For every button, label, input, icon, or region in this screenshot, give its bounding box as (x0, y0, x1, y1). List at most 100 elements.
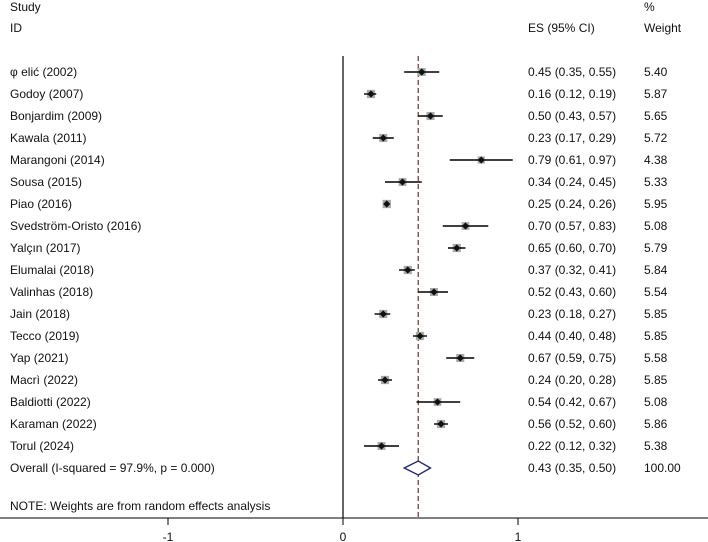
study-rows: φ elić (2002) 0.45 (0.35, 0.55) 5.40 Godoy … (10, 65, 668, 453)
study-name: Marangoni (2014) (10, 153, 105, 167)
study-es-ci: 0.56 (0.52, 0.60) (528, 417, 616, 431)
overall-diamond (402, 460, 432, 476)
study-es-ci: 0.67 (0.59, 0.75) (528, 351, 616, 365)
study-row: Piao (2016) 0.25 (0.24, 0.26) 5.95 (10, 197, 668, 211)
effect-marker (430, 288, 438, 296)
study-es-ci: 0.23 (0.17, 0.29) (528, 131, 616, 145)
study-weight: 5.58 (644, 351, 668, 365)
study-name: Svedström-Oristo (2016) (10, 219, 141, 233)
study-name: Torul (2024) (10, 439, 74, 453)
study-name: φ elić (2002) (10, 65, 77, 79)
effect-marker (381, 376, 389, 384)
study-weight: 5.08 (644, 395, 668, 409)
effect-marker (367, 90, 375, 98)
effect-marker (383, 200, 391, 208)
study-row: Tecco (2019) 0.44 (0.40, 0.48) 5.85 (10, 329, 668, 343)
study-weight: 5.65 (644, 109, 668, 123)
study-weight: 5.08 (644, 219, 668, 233)
study-weight: 5.79 (644, 241, 668, 255)
effect-marker (426, 112, 435, 120)
study-es-ci: 0.37 (0.32, 0.41) (528, 263, 616, 277)
effect-marker (404, 266, 412, 274)
study-es-ci: 0.54 (0.42, 0.67) (528, 395, 616, 409)
header-weight: Weight (644, 21, 682, 35)
study-row: Valinhas (2018) 0.52 (0.43, 0.60) 5.54 (10, 285, 668, 299)
study-row: Svedström-Oristo (2016) 0.70 (0.57, 0.83)… (10, 219, 668, 233)
study-name: Yap (2021) (10, 351, 68, 365)
x-tick-label: -1 (163, 530, 174, 542)
effect-marker (433, 398, 442, 406)
effect-marker (453, 244, 461, 252)
study-name: Piao (2016) (10, 197, 72, 211)
study-name: Jain (2018) (10, 307, 70, 321)
study-es-ci: 0.70 (0.57, 0.83) (528, 219, 616, 233)
study-es-ci: 0.16 (0.12, 0.19) (528, 87, 616, 101)
study-row: Jain (2018) 0.23 (0.18, 0.27) 5.85 (10, 307, 668, 321)
study-es-ci: 0.52 (0.43, 0.60) (528, 285, 616, 299)
study-weight: 5.38 (644, 439, 668, 453)
study-es-ci: 0.23 (0.18, 0.27) (528, 307, 616, 321)
study-weight: 5.84 (644, 263, 668, 277)
study-row: Yalçın (2017) 0.65 (0.60, 0.70) 5.79 (10, 241, 668, 255)
study-name: Yalçın (2017) (10, 241, 80, 255)
overall-label: Overall (I-squared = 97.9%, p = 0.000) (10, 461, 215, 475)
header-es: ES (95% CI) (528, 21, 595, 35)
study-weight: 5.85 (644, 373, 668, 387)
study-row: Karaman (2022) 0.56 (0.52, 0.60) 5.86 (10, 417, 668, 431)
study-es-ci: 0.79 (0.61, 0.97) (528, 153, 616, 167)
study-name: Karaman (2022) (10, 417, 97, 431)
x-tick-label: 1 (515, 530, 522, 542)
study-row: Elumalai (2018) 0.37 (0.32, 0.41) 5.84 (10, 263, 668, 277)
study-es-ci: 0.24 (0.20, 0.28) (528, 373, 616, 387)
study-row: φ elić (2002) 0.45 (0.35, 0.55) 5.40 (10, 65, 668, 79)
study-row: Baldiotti (2022) 0.54 (0.42, 0.67) 5.08 (10, 395, 668, 409)
effect-marker (379, 134, 387, 142)
study-name: Sousa (2015) (10, 175, 82, 189)
study-es-ci: 0.44 (0.40, 0.48) (528, 329, 616, 343)
study-weight: 4.38 (644, 153, 668, 167)
study-name: Kawala (2011) (10, 131, 87, 145)
study-row: Bonjardim (2009) 0.50 (0.43, 0.57) 5.65 (10, 109, 668, 123)
study-row: Sousa (2015) 0.34 (0.24, 0.45) 5.33 (10, 175, 668, 189)
study-name: Baldiotti (2022) (10, 395, 91, 409)
effect-marker (437, 420, 445, 428)
study-weight: 5.86 (644, 417, 668, 431)
overall-weight: 100.00 (644, 461, 681, 475)
effect-marker (416, 332, 424, 340)
study-weight: 5.54 (644, 285, 668, 299)
overall-es-ci: 0.43 (0.35, 0.50) (528, 461, 616, 475)
study-row: Macrì (2022) 0.24 (0.20, 0.28) 5.85 (10, 373, 668, 387)
study-weight: 5.40 (644, 65, 668, 79)
effect-marker (398, 178, 407, 186)
study-name: Elumalai (2018) (10, 263, 94, 277)
study-weight: 5.87 (644, 87, 668, 101)
study-name: Bonjardim (2009) (10, 109, 102, 123)
overall-row: Overall (I-squared = 97.9%, p = 0.000) 0.… (10, 460, 681, 476)
study-weight: 5.85 (644, 307, 668, 321)
header-pct: % (644, 0, 655, 14)
effect-marker (418, 68, 426, 76)
study-row: Torul (2024) 0.22 (0.12, 0.32) 5.38 (10, 439, 668, 453)
x-tick-label: 0 (340, 530, 347, 542)
study-es-ci: 0.45 (0.35, 0.55) (528, 65, 616, 79)
effect-marker (477, 156, 485, 164)
effect-marker (456, 354, 464, 362)
effect-marker (461, 222, 470, 230)
x-axis-ticks: -1 0 1 (163, 518, 522, 542)
study-es-ci: 0.50 (0.43, 0.57) (528, 109, 616, 123)
study-es-ci: 0.65 (0.60, 0.70) (528, 241, 616, 255)
note-text: NOTE: Weights are from random effects an… (10, 499, 270, 513)
study-es-ci: 0.22 (0.12, 0.32) (528, 439, 616, 453)
study-weight: 5.85 (644, 329, 668, 343)
study-weight: 5.33 (644, 175, 668, 189)
header-id: ID (10, 21, 22, 35)
study-weight: 5.72 (644, 131, 668, 145)
study-name: Macrì (2022) (10, 373, 78, 387)
study-row: Yap (2021) 0.67 (0.59, 0.75) 5.58 (10, 351, 668, 365)
study-row: Kawala (2011) 0.23 (0.17, 0.29) 5.72 (10, 131, 668, 145)
header-study: Study (10, 0, 41, 14)
effect-marker (379, 310, 387, 318)
study-name: Tecco (2019) (10, 329, 79, 343)
study-es-ci: 0.34 (0.24, 0.45) (528, 175, 616, 189)
